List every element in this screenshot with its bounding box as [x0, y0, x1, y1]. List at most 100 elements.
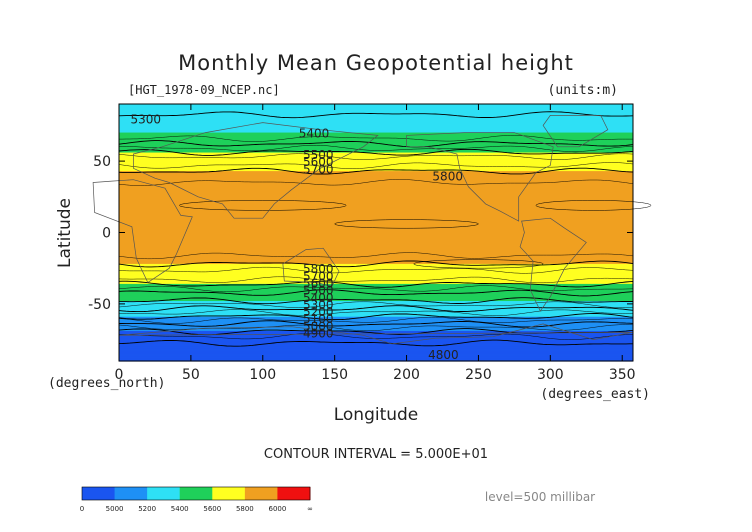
band-strip: [119, 168, 633, 171]
band-strip: [119, 198, 633, 201]
band-strip: [119, 358, 633, 361]
band-strip: [119, 185, 633, 188]
contour-labels: 5300540055005600570058005800570056005500…: [131, 112, 463, 362]
colorbar-label: 5600: [203, 505, 221, 513]
contour-line: [119, 145, 634, 152]
band-strip: [119, 235, 633, 238]
band-strip: [119, 228, 633, 231]
contour-line: [118, 179, 634, 186]
band-strip: [119, 253, 633, 256]
contour-line: [118, 313, 634, 321]
band-strip: [119, 115, 633, 118]
band-strip: [119, 272, 633, 275]
band-strip: [119, 292, 633, 295]
band-strip: [119, 265, 633, 268]
band-strip: [119, 105, 633, 108]
band-strip: [119, 335, 633, 338]
band-strip: [119, 193, 633, 196]
land-outline: [118, 323, 633, 345]
band-strip: [119, 131, 633, 134]
coastline-outlines: [92, 115, 633, 345]
band-strip: [119, 156, 633, 159]
band-strip: [119, 238, 633, 241]
band-strip: [119, 328, 633, 331]
land-outline: [542, 115, 609, 148]
x-tick-label: 300: [537, 367, 564, 383]
band-strip: [119, 179, 633, 182]
band-strip: [119, 108, 633, 111]
contour-label: 5700: [303, 162, 334, 176]
band-strip: [119, 211, 633, 214]
band-strip: [119, 318, 633, 321]
y-axis-unit: (degrees_north): [48, 376, 165, 391]
band-strip: [119, 343, 633, 346]
contour-line: [118, 276, 634, 284]
band-strip: [119, 233, 633, 236]
x-tick-label: 0: [115, 367, 124, 383]
land-outline: [92, 179, 193, 284]
band-strip: [119, 291, 633, 294]
band-strip: [119, 298, 633, 301]
band-strip: [119, 258, 633, 261]
band-strip: [119, 149, 633, 152]
colorbar-swatch: [277, 487, 311, 500]
band-strip: [119, 239, 633, 242]
contour-line: [119, 333, 634, 340]
band-strip: [119, 275, 633, 278]
band-strip: [119, 155, 633, 158]
band-strip: [119, 261, 633, 264]
contour-line: [118, 316, 634, 324]
band-strip: [119, 191, 633, 194]
colorbar-label: 5000: [106, 505, 124, 513]
contour-line: [119, 320, 634, 328]
band-strip: [119, 171, 633, 174]
band-strip: [119, 346, 633, 349]
band-strip: [119, 121, 633, 124]
y-axis-ticks: 50 0 -50: [88, 154, 633, 313]
land-outline: [406, 132, 554, 222]
band-strip: [119, 282, 633, 285]
band-strip: [119, 249, 633, 252]
band-strip: [119, 302, 633, 305]
band-strip: [119, 286, 633, 289]
x-tick-label: 200: [393, 367, 420, 383]
x-axis-unit: (degrees_east): [540, 387, 650, 402]
land-outline: [133, 122, 379, 219]
band-strip: [119, 128, 633, 131]
contour-label: 5800: [432, 169, 463, 183]
band-strip: [119, 232, 633, 235]
contour-lines: [118, 111, 652, 347]
contour-label: 5400: [303, 291, 334, 305]
band-strip: [119, 305, 633, 308]
band-strip: [119, 273, 633, 276]
band-strip: [119, 306, 633, 309]
band-strip: [119, 243, 633, 246]
band-strip: [119, 229, 633, 232]
land-outline: [519, 217, 587, 312]
band-strip: [119, 141, 633, 144]
band-strip: [119, 308, 633, 311]
band-strip: [119, 145, 633, 148]
band-strip: [119, 281, 633, 284]
contour-label: 5800: [303, 262, 334, 276]
contour-line: [118, 339, 633, 347]
source-filename: [HGT_1978-09_NCEP.nc]: [128, 83, 280, 97]
band-strip: [119, 325, 633, 328]
contour-label: 5300: [303, 298, 334, 312]
band-strip: [119, 303, 633, 306]
land-outline: [282, 247, 340, 288]
band-strip: [119, 146, 633, 149]
x-tick-label: 350: [609, 367, 636, 383]
contour-line: [118, 167, 634, 175]
band-strip: [119, 209, 633, 212]
band-strip: [119, 213, 633, 216]
contour-line: [118, 148, 634, 156]
band-strip: [119, 126, 633, 129]
band-strip: [119, 278, 633, 281]
colorbar: 0 5000 5200 5400 5600 5800 6000 ∞: [80, 486, 313, 513]
band-strip: [119, 116, 633, 119]
contour-line: [118, 266, 634, 274]
band-strip: [119, 161, 633, 164]
band-strip: [119, 288, 633, 291]
contour-line: [118, 111, 634, 119]
